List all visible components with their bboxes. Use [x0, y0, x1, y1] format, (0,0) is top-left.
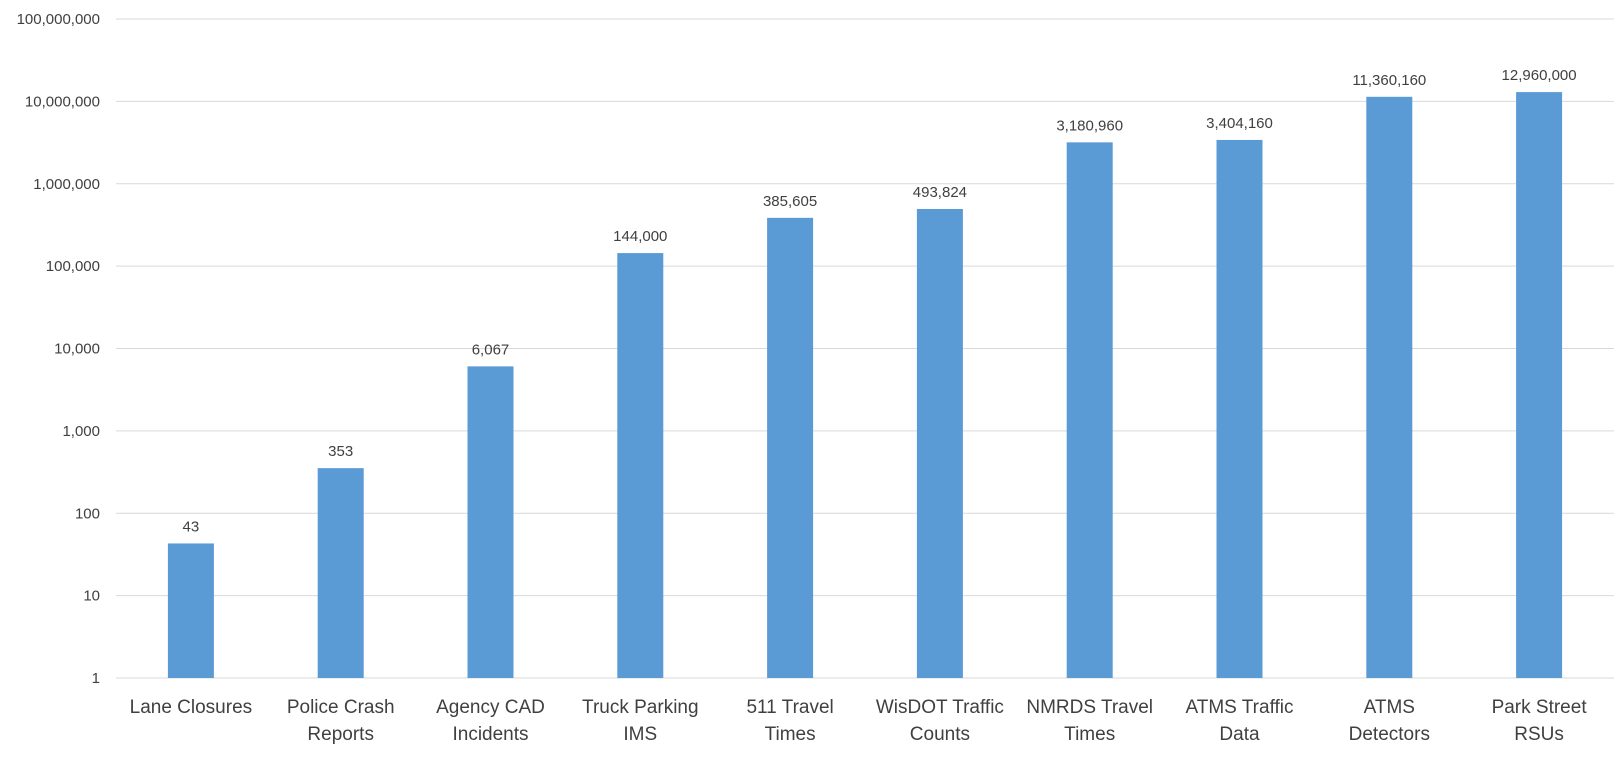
y-tick-label: 10: [83, 588, 100, 605]
category-label: 511 Travel: [746, 697, 833, 718]
bar: [1516, 92, 1563, 678]
category-label: Police Crash: [287, 697, 395, 718]
category-label: NMRDS Travel: [1026, 697, 1153, 718]
y-tick-label: 1,000: [62, 423, 100, 440]
bar: [916, 208, 963, 678]
y-tick-label: 10,000,000: [25, 93, 100, 110]
category-label: WisDOT Traffic: [876, 697, 1004, 718]
data-label: 43: [183, 518, 200, 535]
gridlines: [116, 18, 1614, 679]
category-label: Counts: [910, 724, 970, 745]
category-label: IMS: [623, 724, 657, 745]
data-label: 12,960,000: [1502, 67, 1577, 84]
bar: [167, 543, 214, 678]
bar: [1066, 142, 1113, 679]
y-axis-tick-labels: 1 10 100 1,000 10,000 100,000 1,000,000 10,000,…: [17, 11, 100, 687]
y-tick-label: 100: [75, 505, 100, 522]
category-label: ATMS: [1364, 697, 1415, 718]
data-label: 11,360,160: [1352, 72, 1426, 89]
bars: [167, 92, 1563, 679]
category-label: Incidents: [452, 724, 528, 745]
bar: [617, 253, 664, 678]
y-tick-label: 10,000: [54, 341, 100, 358]
category-label: Data: [1219, 724, 1260, 745]
bar: [467, 366, 514, 678]
y-tick-label: 1: [92, 670, 100, 687]
y-tick-label: 100,000,000: [17, 11, 100, 28]
bar: [317, 468, 364, 678]
category-label: Times: [765, 724, 816, 745]
category-label: Reports: [307, 724, 374, 745]
data-label: 385,605: [763, 193, 817, 210]
data-labels: 43 353 6,067 144,000 385,605 493,824 3,180,960…: [183, 67, 1577, 535]
category-label: Detectors: [1349, 724, 1430, 745]
category-label: Agency CAD: [436, 697, 545, 718]
data-label: 493,824: [913, 184, 967, 201]
data-label: 353: [328, 443, 353, 460]
data-label: 144,000: [613, 228, 667, 245]
category-label: RSUs: [1514, 724, 1564, 745]
category-label: Lane Closures: [130, 697, 253, 718]
y-tick-label: 100,000: [46, 258, 100, 275]
data-label: 3,180,960: [1056, 117, 1123, 134]
category-label: ATMS Traffic: [1185, 697, 1293, 718]
y-tick-label: 1,000,000: [33, 176, 100, 193]
category-label: Truck Parking: [582, 697, 699, 718]
bar: [1216, 139, 1263, 679]
bar: [1366, 96, 1413, 679]
category-label: Times: [1064, 724, 1115, 745]
x-axis-category-labels: Lane Closures Police Crash Reports Agency C…: [130, 697, 1588, 745]
data-label: 3,404,160: [1206, 115, 1273, 132]
bar: [767, 217, 814, 678]
category-label: Park Street: [1492, 697, 1588, 718]
data-label: 6,067: [472, 341, 510, 358]
